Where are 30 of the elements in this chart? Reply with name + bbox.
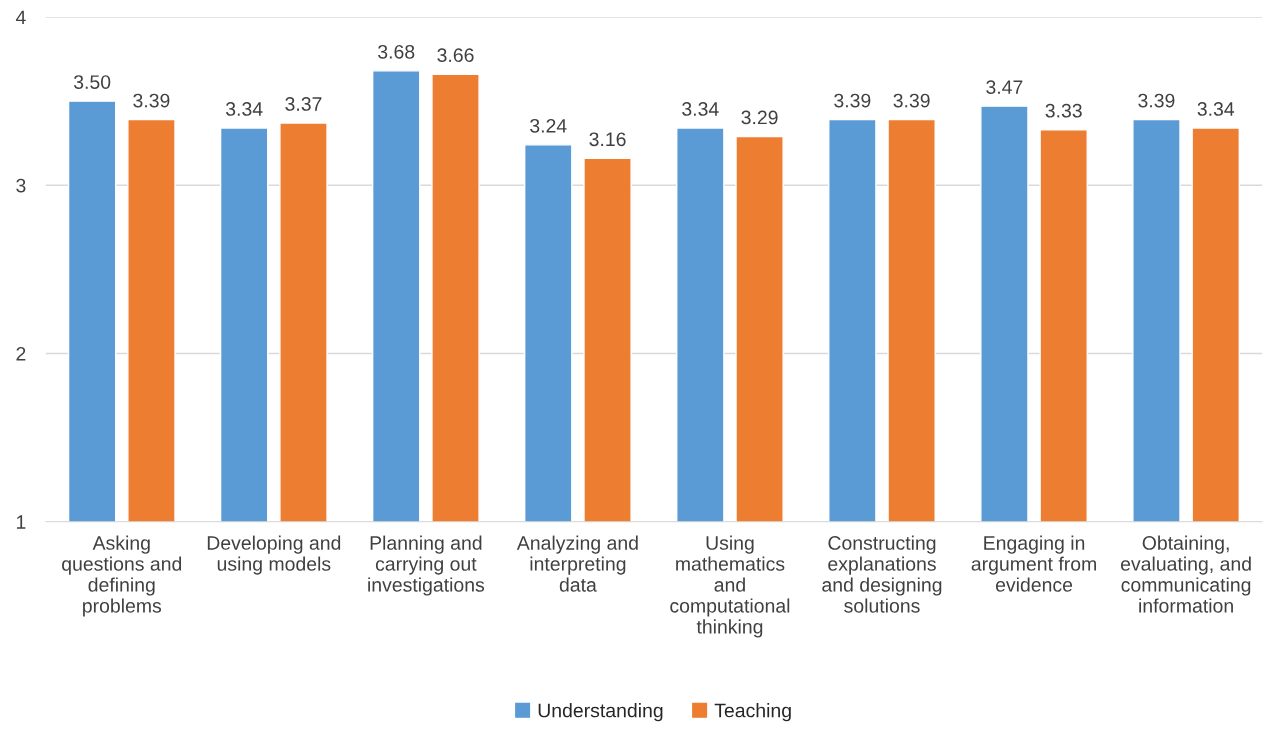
data-label: 3.34 xyxy=(682,102,719,116)
data-label: 3.68 xyxy=(378,44,415,59)
y-tick-label: 3 xyxy=(16,178,26,193)
x-tick-label: Using mathematics and computational thinking xyxy=(670,535,790,638)
data-label: 3.50 xyxy=(73,75,111,89)
x-tick-label: Planning and carrying out investigations xyxy=(368,535,485,596)
y-tick-label: 4 xyxy=(15,10,26,25)
data-label: 3.24 xyxy=(530,118,567,133)
legend-label: Teaching xyxy=(714,703,791,722)
data-label: 3.39 xyxy=(893,93,930,108)
data-label: 3.47 xyxy=(986,80,1023,94)
data-label: 3.34 xyxy=(225,102,263,116)
data-label: 3.66 xyxy=(437,48,474,63)
data-label: 3.29 xyxy=(741,110,778,125)
x-tick-label: Constructing explanations and designing solutions xyxy=(822,535,942,613)
data-label: 3.37 xyxy=(285,97,322,111)
data-label: 3.39 xyxy=(133,93,170,108)
data-label: 3.39 xyxy=(1138,93,1175,108)
data-label: 3.34 xyxy=(1197,102,1235,116)
data-label: 3.16 xyxy=(589,132,626,147)
data-label: 3.33 xyxy=(1045,103,1082,118)
x-tick-label: Asking questions and defining problems xyxy=(62,535,182,617)
x-tick-label: Obtaining, evaluating, and communicating information xyxy=(1120,535,1251,613)
x-tick-label: Analyzing and interpreting data xyxy=(516,535,638,592)
y-tick-label: 2 xyxy=(16,346,26,361)
data-label: 3.39 xyxy=(834,93,871,108)
legend-label: Understanding xyxy=(538,703,663,722)
x-tick-label: Developing and using models xyxy=(207,535,341,575)
x-tick-label: Engaging in argument from evidence xyxy=(971,535,1096,592)
y-tick-label: 1 xyxy=(16,515,26,529)
